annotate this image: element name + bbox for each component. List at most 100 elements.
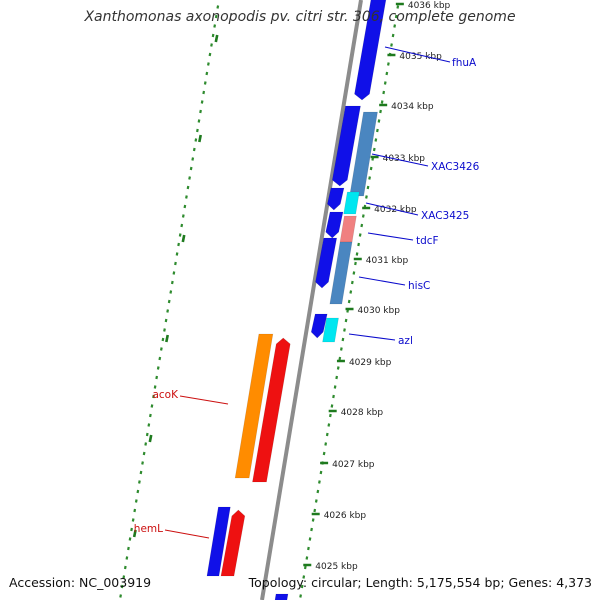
outer-rail-tick xyxy=(303,565,307,570)
inner-rail-tick xyxy=(211,33,215,38)
gene-features xyxy=(206,0,387,600)
outer-rail-tick xyxy=(360,223,364,228)
accession-text: Accession: NC_003919 xyxy=(9,575,152,590)
outer-rail-tick xyxy=(355,252,359,256)
callout-line-azl xyxy=(348,333,396,341)
inner-major-tick xyxy=(165,334,169,343)
axis-tick-label: 4026 kbp xyxy=(324,511,367,521)
outer-rail-tick xyxy=(396,5,400,9)
outer-rail-tick xyxy=(366,185,370,190)
inner-rail-tick xyxy=(138,480,141,484)
outer-rail-tick xyxy=(330,404,334,408)
outer-rail-tick xyxy=(361,214,365,218)
outer-rail-tick xyxy=(365,195,368,199)
outer-rail-tick xyxy=(369,166,373,171)
cds-forward xyxy=(274,593,289,600)
outer-rail-tick xyxy=(350,280,354,285)
outer-rail-tick xyxy=(311,518,315,522)
outer-rail-tick xyxy=(316,489,320,494)
outer-rail-tick xyxy=(358,233,362,237)
genome-backbone xyxy=(260,0,363,600)
inner-rail-tick xyxy=(205,71,209,76)
gene-label-hemL: hemL xyxy=(134,523,163,535)
outer-rail-tick xyxy=(347,299,351,304)
outer-rail-tick xyxy=(387,62,390,66)
inner-rail-tick xyxy=(139,470,143,475)
inner-rail-tick xyxy=(125,556,129,560)
axis-tick-label: 4034 kbp xyxy=(391,102,434,112)
outer-rail-tick xyxy=(313,508,317,513)
cds-fhuA xyxy=(354,0,387,101)
outer-rail-tick xyxy=(338,356,342,361)
inner-rail-tick xyxy=(192,147,196,152)
inner-rail-tick xyxy=(142,451,146,456)
inner-rail-tick xyxy=(167,299,171,304)
inner-rail-tick xyxy=(122,575,126,579)
outer-rail-tick xyxy=(314,499,318,503)
inner-rail-tick xyxy=(156,366,160,370)
callout-line-XAC3426 xyxy=(371,153,429,167)
inner-rail-tick xyxy=(136,489,140,494)
cds-forward xyxy=(331,105,361,187)
inner-rail-tick xyxy=(199,109,202,114)
inner-rail-tick xyxy=(174,261,177,266)
callout-line-hisC xyxy=(358,276,406,286)
inner-rail-tick xyxy=(133,508,137,513)
inner-rail-tick xyxy=(210,43,213,47)
inner-rail-tick xyxy=(155,375,159,380)
outer-rail-tick xyxy=(332,394,335,399)
inner-rail-tick xyxy=(185,195,188,199)
outer-rail-tick xyxy=(300,584,304,589)
callout-line-fhuA xyxy=(384,46,451,63)
inner-rail-tick xyxy=(158,356,162,361)
cds-tdcF xyxy=(339,215,357,243)
inner-rail-tick xyxy=(194,138,198,142)
cds-reverse xyxy=(220,509,246,577)
cds-reverse xyxy=(252,337,291,483)
callout-line-tdcF xyxy=(367,232,414,241)
outer-rail-tick xyxy=(344,318,348,323)
outer-rail-tick xyxy=(376,128,379,133)
axis-tick-label: 4031 kbp xyxy=(366,256,409,266)
inner-rail-tick xyxy=(166,309,170,313)
inner-rail-tick xyxy=(149,413,152,418)
outer-rail-tick xyxy=(305,556,309,560)
outer-rail-tick xyxy=(382,90,386,95)
outer-rail-tick xyxy=(307,546,310,551)
inner-rail-tick xyxy=(178,233,182,237)
inner-rail-tick xyxy=(152,394,155,399)
inner-rail-tick xyxy=(147,423,151,427)
axis-tick-label: 4029 kbp xyxy=(349,358,392,368)
gene-label-XAC3425: XAC3425 xyxy=(421,210,469,222)
inner-rail-tick xyxy=(181,214,185,218)
map-title: Xanthomonas axonopodis pv. citri str. 30… xyxy=(84,9,516,25)
axis-tick-label: 4025 kbp xyxy=(315,562,358,572)
axis-tick-label: 4035 kbp xyxy=(399,52,442,62)
outer-rail-tick xyxy=(343,328,346,332)
inner-rail-tick xyxy=(197,119,201,123)
outer-rail-tick xyxy=(339,347,343,351)
inner-rail-tick xyxy=(131,518,135,522)
inner-rail-tick xyxy=(208,52,212,57)
cds-XAC3425 xyxy=(343,191,360,215)
inner-rail-tick xyxy=(145,432,149,437)
outer-rail-tick xyxy=(379,109,382,114)
tick-marks xyxy=(119,5,400,598)
cds-forward xyxy=(315,237,338,289)
outer-rail-tick xyxy=(352,271,356,275)
outer-rail-tick xyxy=(368,176,371,180)
genome-summary-text: Topology: circular; Length: 5,175,554 bp… xyxy=(248,575,592,590)
inner-rail-tick xyxy=(134,499,138,503)
gene-label-XAC3426: XAC3426 xyxy=(431,161,480,173)
cds-hemL xyxy=(206,506,231,577)
gene-label-hisC: hisC xyxy=(408,280,430,292)
inner-rail-tick xyxy=(196,128,199,133)
outer-rail-tick xyxy=(299,594,302,598)
outer-rail-tick xyxy=(324,442,328,446)
inner-rail-tick xyxy=(150,404,154,408)
inner-rail-tick xyxy=(207,62,210,66)
outer-rail-tick xyxy=(393,24,397,28)
inner-major-tick xyxy=(181,234,186,243)
